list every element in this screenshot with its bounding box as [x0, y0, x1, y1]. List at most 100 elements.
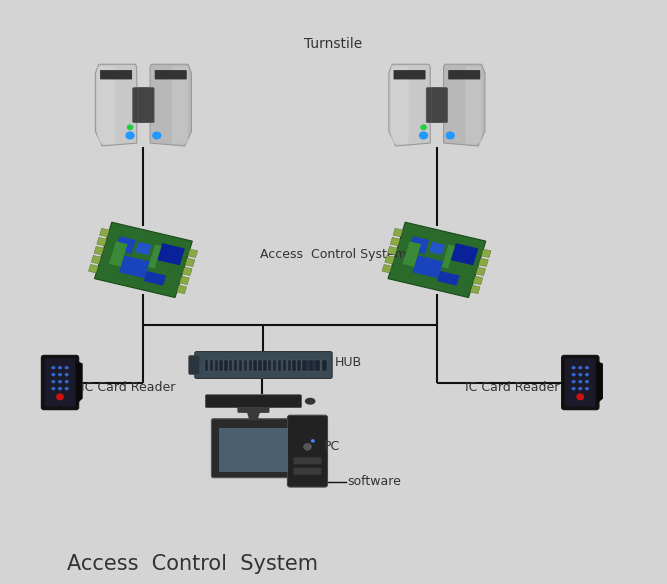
- FancyBboxPatch shape: [315, 360, 320, 371]
- Polygon shape: [177, 285, 187, 294]
- Polygon shape: [476, 267, 486, 276]
- FancyBboxPatch shape: [219, 428, 288, 472]
- FancyBboxPatch shape: [448, 70, 480, 79]
- Circle shape: [51, 387, 55, 391]
- FancyBboxPatch shape: [283, 360, 286, 371]
- FancyBboxPatch shape: [97, 67, 115, 144]
- Polygon shape: [382, 265, 392, 273]
- Polygon shape: [94, 246, 104, 255]
- Circle shape: [572, 373, 576, 376]
- Circle shape: [576, 394, 584, 401]
- Circle shape: [51, 373, 55, 376]
- FancyBboxPatch shape: [138, 88, 154, 123]
- FancyBboxPatch shape: [195, 352, 332, 378]
- Text: software: software: [347, 475, 401, 488]
- Text: PC: PC: [323, 440, 340, 453]
- Circle shape: [65, 380, 69, 383]
- Polygon shape: [76, 361, 83, 405]
- Circle shape: [311, 439, 315, 443]
- Text: IC Card Reader: IC Card Reader: [465, 381, 559, 394]
- FancyBboxPatch shape: [317, 360, 320, 371]
- FancyBboxPatch shape: [224, 360, 227, 371]
- Polygon shape: [388, 223, 486, 297]
- Circle shape: [303, 443, 311, 450]
- FancyBboxPatch shape: [287, 415, 327, 487]
- Circle shape: [585, 373, 589, 376]
- FancyBboxPatch shape: [278, 360, 281, 371]
- Circle shape: [446, 131, 455, 140]
- FancyBboxPatch shape: [205, 360, 208, 371]
- FancyBboxPatch shape: [189, 356, 199, 374]
- Circle shape: [578, 366, 582, 369]
- Polygon shape: [393, 228, 403, 237]
- FancyBboxPatch shape: [229, 360, 233, 371]
- Circle shape: [578, 387, 582, 391]
- FancyBboxPatch shape: [426, 88, 442, 123]
- Text: Turnstile: Turnstile: [304, 37, 363, 51]
- Circle shape: [51, 380, 55, 383]
- Circle shape: [585, 380, 589, 383]
- FancyBboxPatch shape: [293, 457, 321, 464]
- FancyBboxPatch shape: [293, 468, 321, 475]
- Text: Access  Control System: Access Control System: [260, 248, 407, 260]
- FancyBboxPatch shape: [562, 355, 599, 410]
- Polygon shape: [119, 255, 150, 279]
- Polygon shape: [144, 271, 166, 286]
- FancyBboxPatch shape: [133, 88, 149, 123]
- Polygon shape: [99, 228, 109, 237]
- Circle shape: [572, 366, 576, 369]
- Circle shape: [578, 373, 582, 376]
- FancyBboxPatch shape: [219, 360, 223, 371]
- Polygon shape: [182, 267, 192, 276]
- Text: HUB: HUB: [335, 356, 362, 369]
- Polygon shape: [135, 242, 151, 255]
- Circle shape: [578, 380, 582, 383]
- FancyBboxPatch shape: [297, 360, 301, 371]
- Polygon shape: [409, 236, 429, 254]
- Polygon shape: [185, 258, 195, 267]
- Polygon shape: [91, 255, 101, 264]
- Polygon shape: [444, 64, 485, 146]
- FancyBboxPatch shape: [307, 360, 310, 371]
- FancyBboxPatch shape: [249, 360, 252, 371]
- Circle shape: [419, 131, 428, 140]
- Polygon shape: [148, 245, 161, 269]
- Circle shape: [125, 131, 135, 140]
- Circle shape: [58, 380, 62, 383]
- FancyBboxPatch shape: [312, 360, 315, 371]
- FancyBboxPatch shape: [243, 360, 247, 371]
- Text: IC Card Reader: IC Card Reader: [81, 381, 175, 394]
- Circle shape: [572, 387, 576, 391]
- Polygon shape: [451, 243, 478, 265]
- Circle shape: [127, 124, 133, 130]
- Polygon shape: [247, 412, 260, 420]
- FancyBboxPatch shape: [100, 70, 132, 79]
- FancyBboxPatch shape: [263, 360, 267, 371]
- Polygon shape: [390, 237, 400, 246]
- Polygon shape: [438, 271, 460, 286]
- FancyBboxPatch shape: [309, 360, 313, 371]
- Polygon shape: [388, 246, 398, 255]
- FancyBboxPatch shape: [466, 67, 482, 144]
- Polygon shape: [473, 276, 483, 284]
- FancyBboxPatch shape: [258, 360, 261, 371]
- Circle shape: [56, 394, 64, 401]
- FancyBboxPatch shape: [237, 406, 269, 413]
- Polygon shape: [150, 64, 191, 146]
- Polygon shape: [188, 249, 197, 258]
- FancyBboxPatch shape: [209, 360, 213, 371]
- FancyBboxPatch shape: [45, 358, 75, 406]
- Text: Access  Control  System: Access Control System: [67, 554, 317, 573]
- FancyBboxPatch shape: [268, 360, 271, 371]
- Polygon shape: [179, 276, 189, 284]
- Circle shape: [58, 387, 62, 391]
- FancyBboxPatch shape: [172, 67, 188, 144]
- Polygon shape: [470, 285, 480, 294]
- FancyBboxPatch shape: [391, 67, 409, 144]
- FancyBboxPatch shape: [302, 360, 305, 371]
- Polygon shape: [412, 255, 444, 279]
- Circle shape: [65, 387, 69, 391]
- FancyBboxPatch shape: [292, 360, 295, 371]
- Polygon shape: [478, 258, 488, 267]
- FancyBboxPatch shape: [155, 70, 187, 79]
